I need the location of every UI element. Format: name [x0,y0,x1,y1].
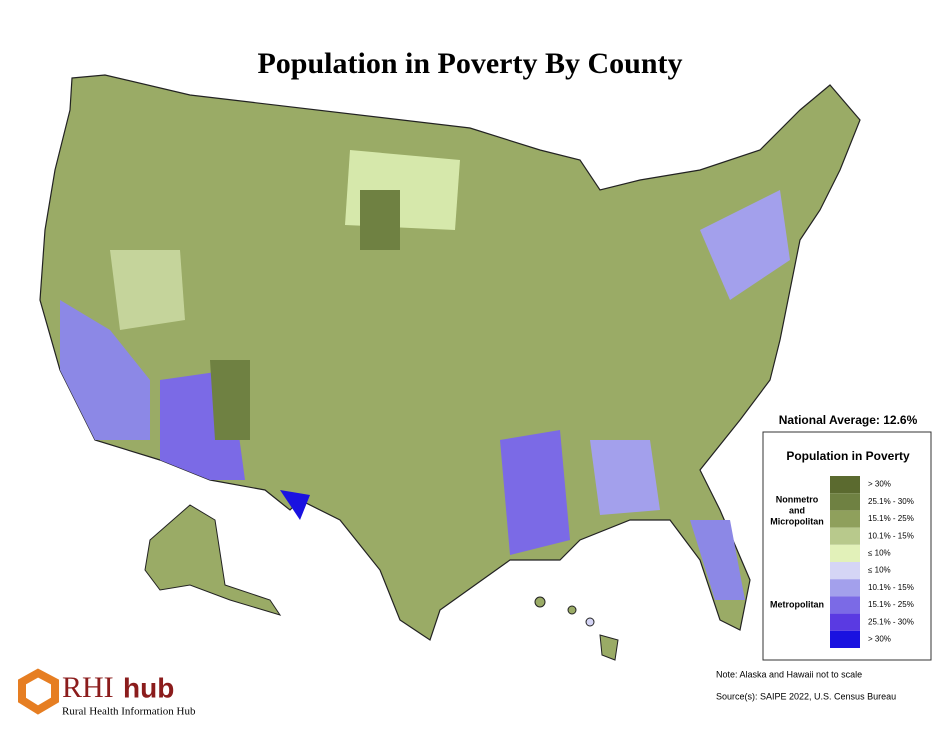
legend-title: Population in Poverty [786,449,910,463]
legend-swatch [830,596,860,614]
legend-label: > 30% [868,480,891,489]
logo-name: RHI [62,671,114,704]
region-shade [700,190,790,300]
legend-swatch [830,544,860,562]
region-shade [60,300,150,440]
region-shade [590,440,660,515]
legend-swatch [830,562,860,580]
logo: RHI hub Rural Health Information Hub [18,668,196,718]
legend-swatch [830,527,860,545]
hawaii [585,617,595,627]
hawaii [599,634,619,661]
map-title: Population in Poverty By County [257,47,682,80]
legend-group-label: Nonmetro [776,494,819,504]
note: Note: Alaska and Hawaii not to scale [716,669,862,679]
region-shade [280,490,310,520]
region-shade [690,520,745,600]
legend-swatch [830,613,860,631]
legend-swatch [830,630,860,648]
logo-tagline: Rural Health Information Hub [62,706,196,718]
national-average: National Average: 12.6% [779,413,918,427]
legend-label: > 30% [868,635,891,644]
legend-label: ≤ 10% [868,566,891,575]
alaska [144,504,282,616]
legend-swatch [830,579,860,597]
region-shade [210,360,250,440]
hawaii [567,605,577,615]
legend-label: 25.1% - 30% [868,617,914,626]
logo-icon [18,668,59,715]
legend-label: 25.1% - 30% [868,497,914,506]
map [39,74,861,661]
legend-group-label: Micropolitan [770,516,824,526]
legend-swatch [830,493,860,511]
logo-suffix: hub [123,672,174,703]
legend-label: 10.1% - 15% [868,531,914,540]
legend-swatch [830,476,860,494]
hawaii [534,596,546,608]
source: Source(s): SAIPE 2022, U.S. Census Burea… [716,691,896,701]
legend-group-label: and [789,505,805,515]
legend-label: 15.1% - 25% [868,600,914,609]
legend-label: ≤ 10% [868,549,891,558]
legend-label: 10.1% - 15% [868,583,914,592]
legend-swatch [830,510,860,528]
region-shade [500,430,570,555]
region-shade [110,250,185,330]
legend-group-label: Metropolitan [770,599,824,609]
legend-label: 15.1% - 25% [868,514,914,523]
region-shade [360,190,400,250]
